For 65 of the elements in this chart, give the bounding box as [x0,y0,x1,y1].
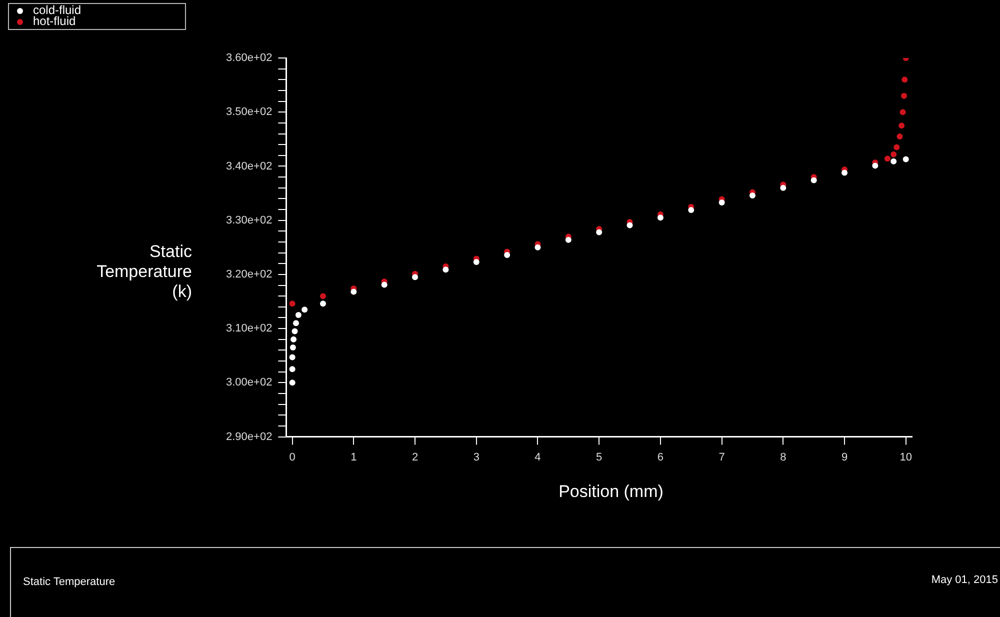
y-tick-label: 3.10e+02 [226,322,272,335]
x-tick-label: 6 [657,451,664,464]
y-tick-label: 3.50e+02 [226,106,272,118]
x-tick-label: 4 [534,451,541,464]
x-tick-label: 0 [289,451,296,464]
point [749,192,756,198]
point [289,366,296,372]
point [890,158,897,164]
point [350,288,357,295]
x-tick-label: 8 [780,451,786,464]
point [894,144,900,150]
point [780,184,786,191]
x-tick-label: 2 [412,451,418,464]
point [302,306,308,313]
point [534,244,541,250]
y-tick-label: 3.40e+02 [226,160,272,172]
point [896,133,903,140]
point [565,236,572,243]
x-tick-label: 5 [596,451,602,464]
point [292,328,298,334]
point [890,151,897,158]
point [290,336,297,342]
legend-label: cold-fluid [33,3,82,17]
point [902,76,908,83]
text: Static Temperature [23,576,116,588]
x-tick-label: 3 [473,451,480,464]
y-tick-label: 3.00e+02 [226,376,272,389]
point [293,320,300,326]
point [289,300,296,307]
x-axis-title: Position (mm) [558,482,664,502]
text: May 01, 2015 [931,574,998,586]
point [898,122,905,129]
point [596,229,602,236]
point [902,156,909,162]
y-tick-label: 3.20e+02 [226,268,272,280]
y-tick-label: 2.90e+02 [226,430,272,443]
point [900,109,906,116]
point [657,214,664,221]
point [442,266,449,273]
x-tick-label: 10 [900,451,912,464]
x-tick-label: 7 [718,451,725,464]
point [412,274,418,280]
point [473,259,480,266]
point [320,293,326,300]
point [289,354,296,360]
legend-label: hot-fluid [33,14,76,28]
point [626,222,633,228]
point [290,344,296,351]
point [810,177,817,184]
x-tick-label: 1 [350,451,357,464]
point [289,380,296,386]
point [872,162,878,169]
y-axis-title: Static Temperature (k) [96,242,192,302]
point [901,92,908,99]
point [718,199,725,206]
point [688,207,694,214]
point [504,252,510,258]
y-tick-label: 3.30e+02 [226,214,272,226]
point [842,170,848,176]
point [320,300,326,307]
x-tick-label: 9 [841,451,848,464]
point [884,156,890,162]
point [295,312,302,318]
y-tick-label: 3.60e+02 [226,52,272,64]
point [381,282,388,288]
